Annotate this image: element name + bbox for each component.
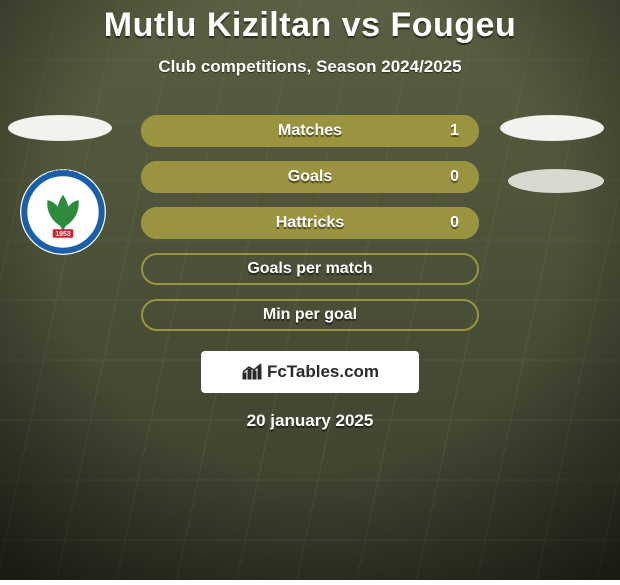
stat-value-right: 1 [435, 122, 459, 140]
stat-label: Hattricks [185, 214, 435, 232]
snapshot-date: 20 january 2025 [0, 411, 620, 431]
stat-row: Hattricks0 [141, 207, 479, 239]
brand-chart-icon [241, 363, 263, 381]
page-subtitle: Club competitions, Season 2024/2025 [158, 57, 461, 77]
stat-value-right: 0 [435, 214, 459, 232]
stat-label: Matches [185, 122, 435, 140]
stat-row: Min per goal [141, 299, 479, 331]
stat-row: Goals per match [141, 253, 479, 285]
stat-value-right: 0 [435, 168, 459, 186]
stat-label: Min per goal [185, 306, 435, 324]
club-crest-left: ÇAYKUR RİZESPOR KULÜBÜ 1953 [20, 169, 106, 255]
stats-list: Matches1Goals0Hattricks0Goals per matchM… [141, 115, 479, 331]
stat-row: Matches1 [141, 115, 479, 147]
brand-badge[interactable]: FcTables.com [201, 351, 419, 393]
svg-text:1953: 1953 [55, 231, 70, 238]
page-title: Mutlu Kiziltan vs Fougeu [104, 6, 516, 45]
club-crest-right-placeholder [508, 169, 604, 193]
crest-left-svg: ÇAYKUR RİZESPOR KULÜBÜ 1953 [20, 169, 106, 255]
stat-label: Goals [185, 168, 435, 186]
player-left-placeholder [8, 115, 112, 141]
stat-label: Goals per match [185, 260, 435, 278]
comparison-panel: ÇAYKUR RİZESPOR KULÜBÜ 1953 Matches1 Goal… [0, 115, 620, 431]
stat-row: Goals0 [141, 161, 479, 193]
content: Mutlu Kiziltan vs Fougeu Club competitio… [0, 0, 620, 580]
brand-text: FcTables.com [267, 362, 379, 382]
player-right-placeholder [500, 115, 604, 141]
